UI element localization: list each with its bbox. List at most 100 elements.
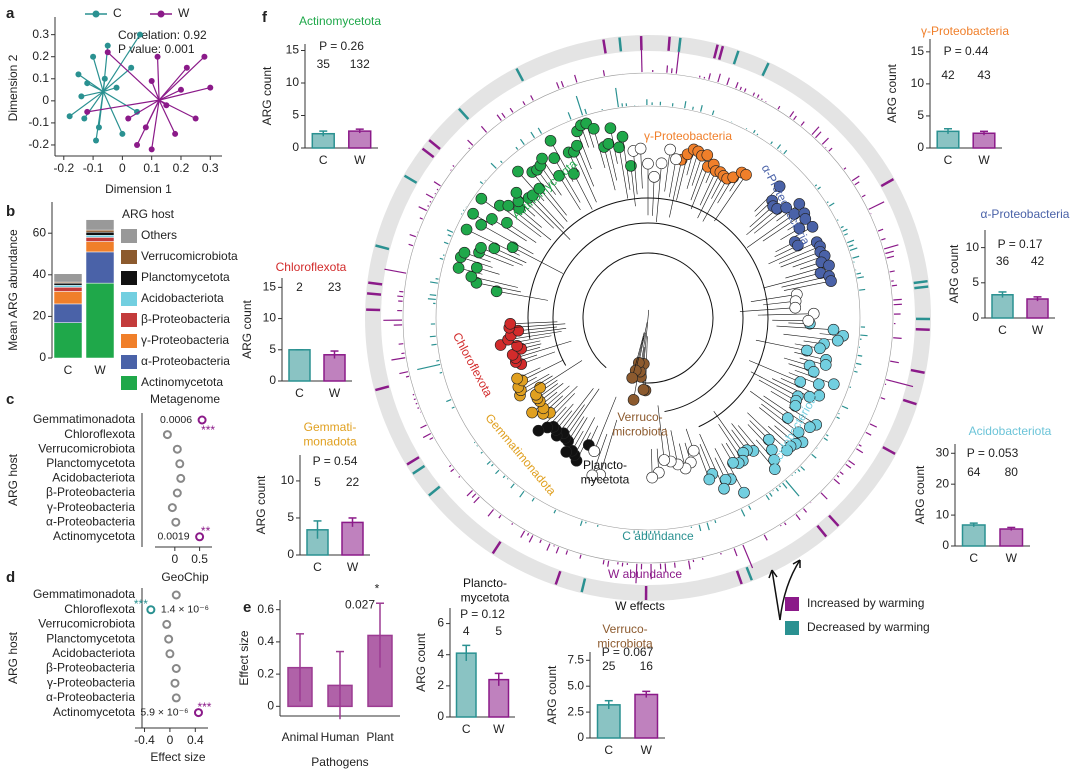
point [104,42,111,49]
category-label: Chloroflexota [64,427,135,441]
ring-bar [825,434,829,437]
ring-bar [763,534,768,541]
tip [793,198,806,210]
ring-bar [843,233,848,236]
ring-bar [673,562,676,568]
ring-bar [408,243,414,247]
ring-bar [775,487,779,492]
tip [670,153,682,166]
ring-bar [692,106,694,110]
ring-bar [427,205,430,207]
tree-branch [549,385,578,413]
legend-swatch [121,271,137,285]
tree-branch [713,411,744,454]
arrow [768,569,781,621]
bar-segment [53,287,83,292]
y-tick-label: 15 [263,280,277,294]
tip [773,180,786,193]
ring-bar [782,482,788,489]
chart-title: Plancto-mycetota [461,576,510,604]
tree-branch [558,175,581,211]
p-value-label: P = 0.17 [998,237,1043,251]
count-label: 22 [346,475,360,489]
tip [648,171,660,183]
point [164,634,174,644]
point [148,77,155,84]
category-label: Planctomycetota [46,631,135,645]
y-tick-label: 7.5 [567,652,584,666]
tip [794,376,807,388]
tree-branch [669,159,677,198]
ring-bar [528,535,534,543]
ring-bar [429,294,437,296]
text-line: mycetota [581,473,630,487]
p-value-label: P = 0.54 [313,454,358,468]
ring-bar [509,107,514,113]
tree-branch [552,222,744,413]
tip [587,122,600,135]
spider-line [102,67,132,93]
ring-label: W effects [615,599,665,613]
ring-bar [429,437,434,441]
ring-tick [515,67,525,82]
legend-label: Actinomycetota [141,375,223,389]
tree-branch [747,424,773,451]
ring-bar [726,77,730,86]
y-tick-label: 5 [292,108,299,122]
tree-branch [576,131,592,170]
tree-branch [481,224,534,255]
ring-tick [910,368,925,375]
ring-bar [823,437,828,442]
annotation: P value: 0.001 [118,42,195,56]
count-label: 36 [996,254,1010,268]
x-tick-label: C [462,722,471,736]
y-tick-label: 15 [286,43,300,57]
tip [814,342,826,355]
bar [288,349,311,382]
legend-swatch [121,250,137,264]
x-tick-label: Plant [366,730,394,744]
tip [646,471,658,484]
bar-segment [53,291,83,305]
ring-bar [848,244,854,248]
point [171,590,181,600]
ring-bar [854,181,860,186]
category-label: Acidobacteriota [52,646,135,660]
bar [634,693,659,739]
tree-branch [657,405,665,461]
y-axis-label: ARG count [254,475,268,534]
point [165,649,175,659]
ring-bar [836,475,840,478]
text-line: Plancto- [583,458,627,472]
point [176,473,186,483]
tree-branch [761,403,799,433]
ring-tick [403,174,418,184]
y-axis-label: ARG host [6,631,20,684]
tip [806,221,819,233]
ring-bar [777,105,781,110]
tree-branch [517,171,545,202]
point [172,130,179,137]
tip [740,168,752,181]
ring-bar [436,188,439,191]
p-value-label: 5.9 × 10⁻⁶ [140,706,188,718]
tip [781,444,793,457]
legend-label: Others [141,228,177,242]
ring-bar [855,362,862,366]
ring-bar [602,70,606,76]
ring-bar [431,343,437,346]
ring-bar [839,471,844,475]
tree-branch [573,151,597,203]
text-line: Plancto- [463,576,507,590]
y-axis-label: ARG count [545,665,559,724]
tree-branch [670,430,679,465]
ring-bar [458,475,461,478]
tree-branch [676,154,688,201]
spider-line [102,34,141,92]
chart-title: α-Proteobacteria [981,207,1070,221]
tip [506,241,519,254]
ring-bar [506,478,509,480]
ring-bar [479,181,484,185]
tree-branch [780,251,821,268]
tree-branch [603,146,616,191]
